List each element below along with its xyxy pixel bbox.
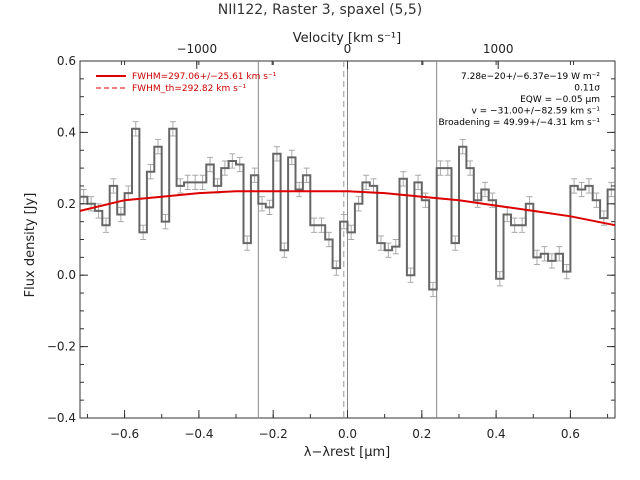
x-tick-label: −0.2 [259,427,288,441]
y-tick-label: 0.2 [57,197,76,211]
fit-annotation: 0.11σ [574,84,600,94]
top-axis-title: Velocity [km s⁻¹] [293,31,401,46]
fit-annotation: 7.28e−20+/−6.37e−19 W m⁻² [461,72,600,82]
x-axis-title: λ−λrest [μm] [304,445,390,460]
y-tick-label: −0.2 [47,340,76,354]
velocity-tick-label: −1000 [176,42,217,56]
chart-title: NII122, Raster 3, spaxel (5,5) [218,2,423,18]
x-tick-label: −0.6 [110,427,139,441]
fit-annotation: EQW = −0.05 μm [520,95,600,105]
fit-annotation: v = −31.00+/−82.59 km s⁻¹ [471,107,600,117]
y-tick-label: 0.4 [57,125,76,139]
svg-text:Velocity [km s⁻¹]: Velocity [km s⁻¹] [293,31,401,46]
spectrum-step-line [80,127,615,291]
y-tick-label: 0.6 [57,54,76,68]
gaussian-fit-line [79,190,616,227]
velocity-tick-label: 0 [344,42,352,56]
y-tick-label: 0.0 [57,268,76,282]
y-axis-title: Flux density [Jy] [23,193,38,298]
axis-ticks: −0.6 −0.4 −0.2 0.0 0.2 0.4 0.6 −1000 0 1000 −0.4 −0… [47,42,615,441]
legend: FWHM=297.06+/−25.61 km s⁻¹ FWHM_th=292.82… [96,72,277,94]
y-tick-label: −0.4 [47,411,76,425]
x-tick-label: 0.2 [412,427,431,441]
x-tick-label: 0.0 [338,427,357,441]
reference-lines [257,61,438,418]
legend-fit-label: FWHM=297.06+/−25.61 km s⁻¹ [132,72,277,82]
x-tick-label: −0.4 [184,427,213,441]
velocity-tick-label: 1000 [483,42,514,56]
x-tick-label: 0.6 [561,427,580,441]
legend-theoretical-label: FWHM_th=292.82 km s⁻¹ [132,84,247,94]
data-layer [79,121,616,298]
fit-annotation: Broadening = 49.99+/−4.31 km s⁻¹ [439,118,601,128]
x-tick-label: 0.4 [487,427,506,441]
